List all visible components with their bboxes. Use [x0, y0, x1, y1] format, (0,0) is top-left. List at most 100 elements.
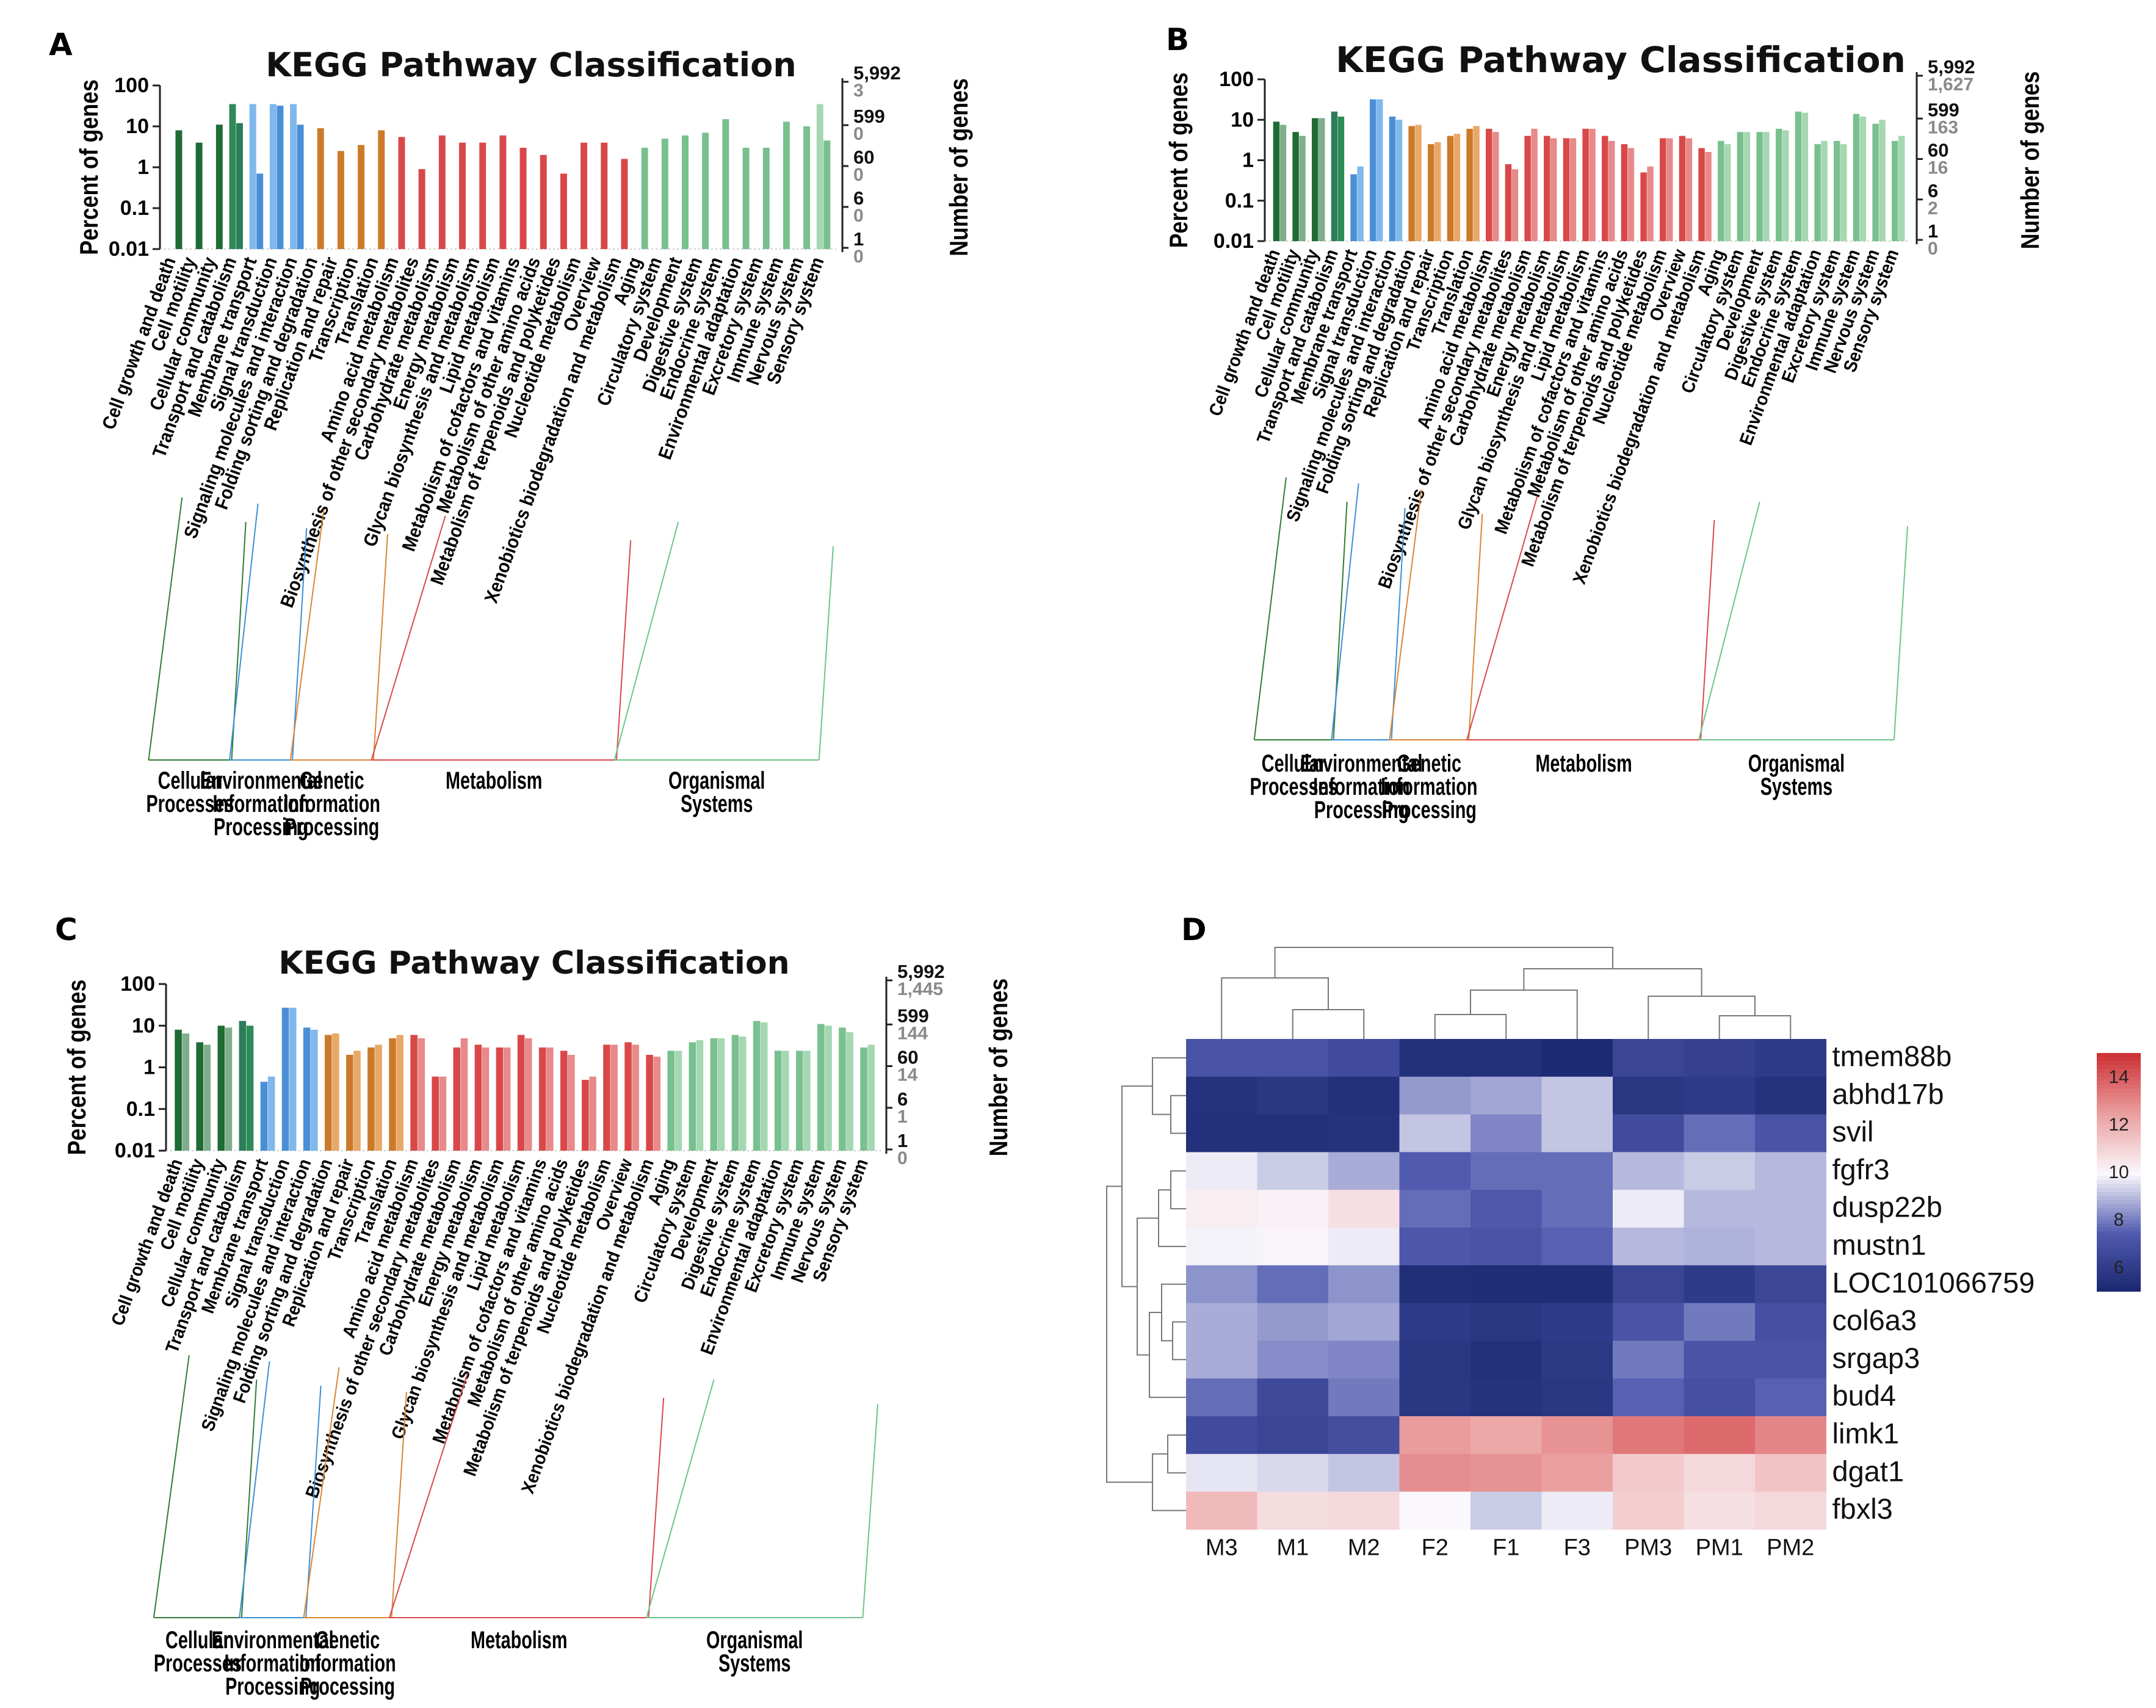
y2-tick-label: 1	[853, 228, 864, 250]
bar	[568, 1054, 575, 1151]
heatmap-cell	[1257, 1039, 1329, 1077]
bracket-left	[229, 503, 259, 761]
bar	[760, 1022, 768, 1151]
group-label: Systems	[681, 790, 753, 817]
y2-tick-label-secondary: 163	[1928, 117, 1958, 137]
bar	[460, 1038, 468, 1151]
heatmap-cell	[1328, 1491, 1400, 1530]
heatmap-cell	[1257, 1152, 1329, 1190]
bar	[641, 148, 648, 249]
group-label: Systems	[1760, 773, 1832, 800]
bar	[389, 1038, 396, 1151]
colorbar-segment	[2097, 1085, 2141, 1090]
bar	[175, 130, 183, 249]
heatmap-cell	[1399, 1416, 1471, 1455]
bracket-right	[1893, 526, 1908, 740]
heatmap-cell	[1257, 1453, 1329, 1493]
col-label: F1	[1492, 1535, 1519, 1560]
group-label: Organismal	[668, 767, 765, 794]
bar	[290, 104, 297, 249]
heatmap-cell	[1684, 1039, 1756, 1077]
bar	[410, 1035, 418, 1151]
bar	[1292, 132, 1299, 241]
heatmap-cell	[1684, 1303, 1756, 1341]
bar	[1718, 140, 1724, 241]
bar	[782, 1051, 789, 1151]
bar	[303, 1027, 311, 1151]
group-label: Metabolism	[471, 1626, 567, 1654]
bar	[217, 1026, 225, 1151]
colorbar-segment	[2097, 1204, 2141, 1209]
bracket-right	[1391, 507, 1406, 740]
y2-tick-label-secondary: 1	[897, 1107, 908, 1127]
bar	[717, 1038, 725, 1151]
bar	[1898, 136, 1905, 241]
colorbar-segment	[2097, 1283, 2141, 1288]
colorbar-segment	[2097, 1255, 2141, 1260]
group-label: Processes	[1250, 773, 1338, 800]
bar	[482, 1047, 490, 1151]
panel-letter: B	[1166, 22, 1189, 57]
bar	[496, 1047, 504, 1151]
colorbar-segment	[2097, 1144, 2141, 1149]
y2-tick-label: 599	[1928, 99, 1959, 120]
bar	[418, 169, 425, 249]
group-label: Information	[299, 1649, 396, 1677]
heatmap-cell	[1613, 1114, 1684, 1153]
group-label: Information	[1313, 773, 1409, 800]
y2-tick-label: 5,992	[853, 62, 901, 84]
y-tick-label: 10	[1231, 108, 1254, 131]
heatmap-cell	[1186, 1190, 1257, 1228]
bar	[1892, 140, 1898, 241]
bar	[1447, 136, 1454, 241]
bar	[1660, 138, 1666, 241]
bar	[1582, 128, 1589, 241]
heatmap-cell	[1328, 1453, 1400, 1493]
bar	[1679, 136, 1686, 241]
bar	[803, 126, 811, 249]
colorbar-segment	[2097, 1200, 2141, 1204]
y2-tick-label: 599	[853, 106, 885, 127]
bar	[846, 1032, 853, 1151]
bar	[517, 1035, 525, 1151]
heatmap-cell	[1613, 1341, 1684, 1379]
colorbar-segment	[2097, 1271, 2141, 1276]
bar	[499, 135, 507, 249]
heatmap-cell	[1328, 1076, 1400, 1115]
dendro-link	[1221, 977, 1329, 1039]
heatmap-cell	[1257, 1076, 1329, 1115]
colorbar-segment	[2097, 1215, 2141, 1220]
y2-tick-label-secondary: 0	[897, 1148, 908, 1168]
heatmap-cell	[1755, 1303, 1826, 1341]
group-label: Processes	[154, 1649, 242, 1677]
group-label: Environmental	[200, 767, 322, 794]
group-bracket: Metabolism	[388, 1373, 665, 1654]
bar	[203, 1044, 211, 1151]
bar	[1782, 130, 1789, 241]
colorbar-segment	[2097, 1251, 2141, 1256]
heatmap-cell	[1470, 1152, 1542, 1190]
bar	[1776, 128, 1782, 241]
bar	[1621, 144, 1628, 241]
heatmap-cell	[1186, 1228, 1257, 1266]
bar	[225, 1027, 233, 1151]
col-label: PM3	[1624, 1535, 1672, 1560]
row-label: dusp22b	[1832, 1191, 1942, 1223]
heatmap-cell	[1470, 1341, 1542, 1379]
bar	[1821, 140, 1828, 241]
heatmap-cell	[1755, 1152, 1826, 1190]
row-dendrogram	[1106, 1057, 1186, 1511]
bracket-right	[648, 1397, 665, 1618]
bar	[1376, 99, 1383, 241]
bar	[1544, 136, 1550, 241]
bar	[601, 142, 608, 249]
heatmap-cell	[1186, 1453, 1257, 1493]
chart-title: KEGG Pathway Classification	[1336, 39, 1906, 81]
colorbar-segment	[2097, 1207, 2141, 1212]
bar	[1589, 128, 1596, 241]
bracket-left	[1466, 495, 1538, 740]
bar	[653, 1057, 661, 1151]
bracket-left	[1253, 477, 1287, 740]
group-label: Genetic	[300, 767, 364, 794]
